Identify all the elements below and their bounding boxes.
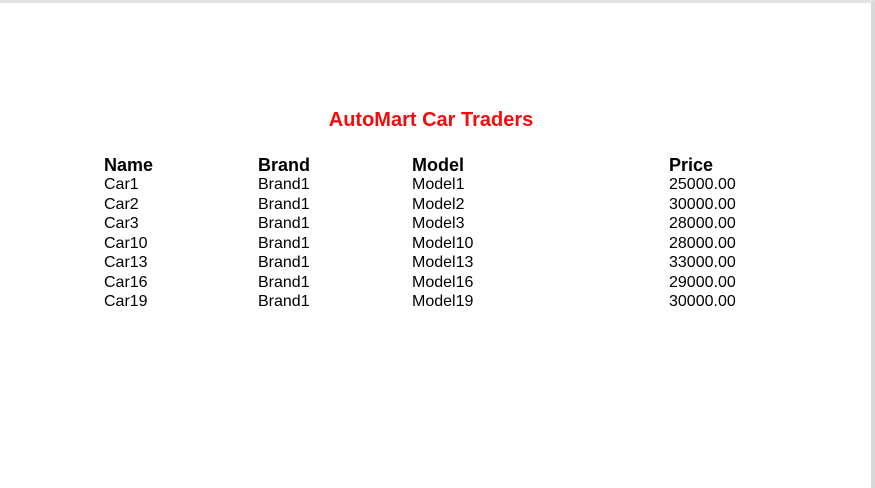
cell-name: Car1: [104, 176, 139, 193]
column-header-model: Model: [412, 155, 464, 175]
cell-model: Model3: [412, 215, 465, 232]
table-row: Car19 Brand1 Model19 30000.00: [0, 292, 862, 312]
cell-price: 29000.00: [669, 273, 736, 291]
cell-brand: Brand1: [258, 293, 310, 310]
cell-price: 33000.00: [669, 254, 736, 271]
cell-name: Car10: [104, 234, 148, 252]
report-title: AutoMart Car Traders: [328, 109, 534, 131]
cell-price: 30000.00: [669, 293, 736, 310]
report-table: Name Brand Model Price Car1 Brand1 Model…: [0, 154, 862, 312]
cell-name: Car3: [104, 215, 139, 232]
cell-price: 30000.00: [669, 195, 736, 213]
table-row: Car13 Brand1 Model13 33000.00: [0, 253, 862, 273]
table-row: Car16 Brand1 Model16 29000.00: [0, 273, 862, 293]
cell-brand: Brand1: [258, 234, 310, 252]
cell-brand: Brand1: [258, 176, 310, 193]
table-header-row: Name Brand Model Price: [0, 154, 862, 175]
cell-name: Car2: [104, 195, 139, 213]
cell-name: Car13: [104, 254, 148, 271]
cell-model: Model13: [412, 254, 474, 271]
table-row: Car1 Brand1 Model1 25000.00: [0, 175, 862, 195]
table-row: Car2 Brand1 Model2 30000.00: [0, 195, 862, 215]
cell-brand: Brand1: [258, 254, 310, 271]
cell-brand: Brand1: [258, 273, 310, 291]
cell-name: Car16: [104, 273, 148, 291]
cell-model: Model19: [412, 293, 474, 310]
cell-model: Model2: [412, 195, 465, 213]
table-row: Car10 Brand1 Model10 28000.00: [0, 234, 862, 254]
cell-price: 28000.00: [669, 234, 736, 252]
cell-model: Model1: [412, 176, 465, 193]
table-row: Car3 Brand1 Model3 28000.00: [0, 214, 862, 234]
cell-name: Car19: [104, 293, 148, 310]
cell-brand: Brand1: [258, 195, 310, 213]
cell-brand: Brand1: [258, 215, 310, 232]
column-header-price: Price: [669, 155, 714, 175]
cell-model: Model10: [412, 234, 474, 252]
cell-model: Model16: [412, 273, 474, 291]
column-header-brand: Brand: [258, 155, 311, 175]
cell-price: 25000.00: [669, 176, 736, 193]
column-header-name: Name: [104, 155, 154, 175]
cell-price: 28000.00: [669, 215, 736, 232]
